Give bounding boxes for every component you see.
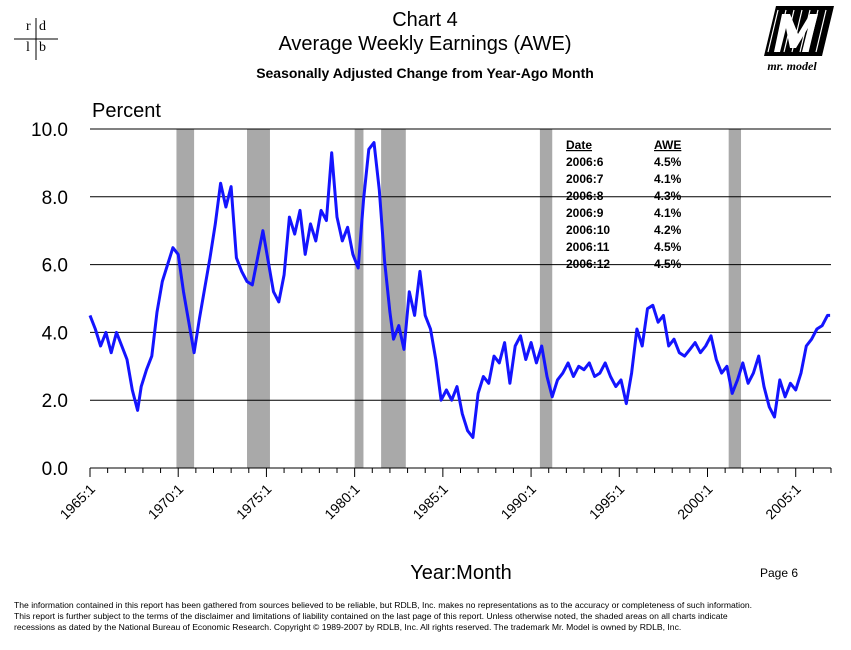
x-axis-label: Year:Month [410,562,512,584]
gridlines [90,128,831,469]
rdlb-logo: r d l b [12,18,60,60]
table-cell-0-1: 4.5% [654,155,682,169]
table-cell-3-0: 2006:9 [566,206,604,220]
recession-band-5 [728,129,742,468]
x-tick-label-6: 1995:1 [586,481,628,523]
rdlb-logo-l: l [26,40,30,55]
series-layer [88,141,831,439]
table-header-0: Date [566,138,592,152]
page-number: Page 6 [760,566,799,580]
x-tick-label-5: 1990:1 [498,481,540,523]
x-tick-label-4: 1985:1 [409,481,451,523]
table-cell-5-0: 2006:11 [566,240,610,254]
recession-band-3 [381,129,406,468]
recession-band-4 [539,129,553,468]
disclaimer-line-3: recessions as dated by the National Bure… [14,622,682,633]
rdlb-logo-b: b [39,40,46,55]
table-cell-6-1: 4.5% [654,257,682,271]
rdlb-logo-r: r [26,19,31,34]
table-cell-2-1: 4.3% [654,189,682,203]
recession-band-1 [247,129,270,468]
y-tick-label-0: 0.0 [42,459,68,480]
table-cell-4-0: 2006:10 [566,223,610,237]
mr-model-logo: mr. model [752,4,836,73]
table-cell-1-0: 2006:7 [566,172,604,186]
chart-title: Average Weekly Earnings (AWE) [278,33,572,55]
x-tick-label-0: 1965:1 [57,481,99,523]
chart-number: Chart 4 [392,9,458,31]
awe-series-line-0 [88,141,831,439]
table-cell-2-0: 2006:8 [566,189,604,203]
x-tick-label-2: 1975:1 [233,481,275,523]
table-cell-6-0: 2006:12 [566,257,610,271]
y-axis-label: Percent [92,100,161,122]
table-cell-1-1: 4.1% [654,172,682,186]
disclaimer-line-2: This report is further subject to the te… [14,611,728,622]
line-chart: 0.0 2.0 4.0 6.0 8.0 10.0 1965:1 1970:1 1975:1 198… [31,100,832,584]
table-cell-0-0: 2006:6 [566,155,604,169]
table-cell-5-1: 4.5% [654,240,682,254]
y-tick-label-5: 10.0 [31,120,68,141]
table-cell-3-1: 4.1% [654,206,682,220]
x-tick-label-8: 2005:1 [762,481,804,523]
y-tick-label-2: 4.0 [42,323,68,344]
rdlb-logo-d: d [39,19,46,34]
mr-model-logo-text: mr. model [767,59,817,72]
table-cell-4-1: 4.2% [654,223,682,237]
x-tick-label-7: 2000:1 [674,481,716,523]
y-tick-label-1: 2.0 [42,391,68,412]
x-tick-label-1: 1970:1 [145,481,187,523]
table-header-1: AWE [654,138,681,152]
data-table: Date AWE 2006:6 4.5% 2006:7 4.1% 2006:8 4.3% 200… [566,138,682,271]
chart-subtitle: Seasonally Adjusted Change from Year-Ago… [256,65,594,81]
disclaimer-footer: The information contained in this report… [14,600,844,634]
axes: 0.0 2.0 4.0 6.0 8.0 10.0 1965:1 1970:1 1975:1 198… [31,120,832,523]
y-tick-label-4: 8.0 [42,188,68,209]
x-tick-label-3: 1980:1 [321,481,363,523]
y-tick-label-3: 6.0 [42,256,68,277]
chart-title-block: Chart 4 Average Weekly Earnings (AWE) Se… [150,8,700,81]
disclaimer-line-1: The information contained in this report… [14,600,753,610]
recession-band-2 [354,129,364,468]
